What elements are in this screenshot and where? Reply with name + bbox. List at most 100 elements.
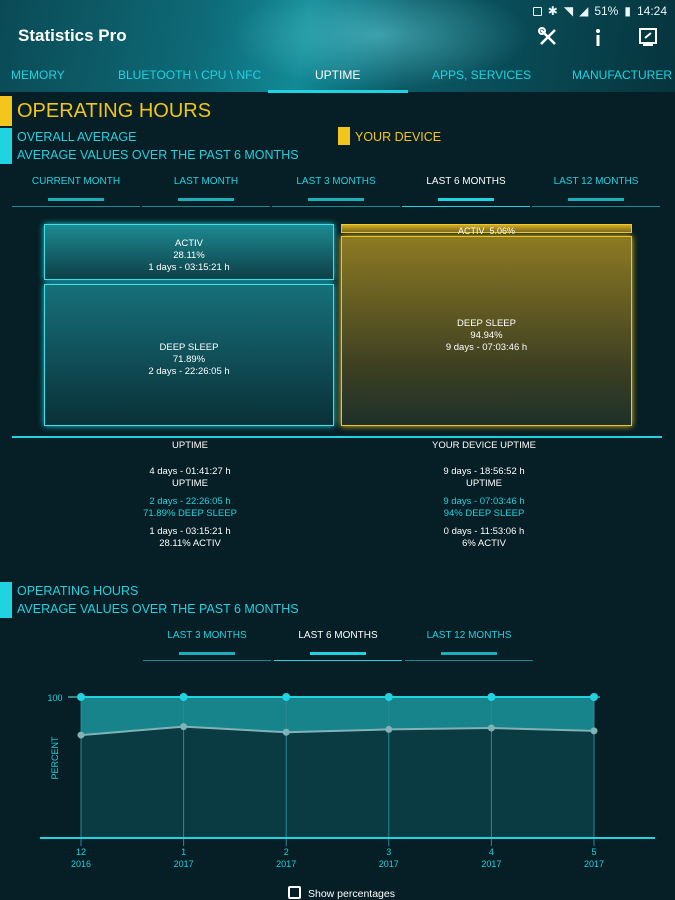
info-icon[interactable]	[587, 26, 609, 48]
tab-memory[interactable]: MEMORY	[11, 68, 65, 82]
tab-bluetooth-cpu-nfc[interactable]: BLUETOOTH \ CPU \ NFC	[118, 68, 262, 82]
series-line-lower	[80, 725, 595, 737]
range-tab-current-month[interactable]: CURRENT MONTH	[31, 176, 121, 187]
range-indicator	[178, 198, 234, 201]
clock: 14:24	[636, 4, 667, 18]
device-sleep-pct: 94.94%	[470, 330, 503, 341]
chart-range-indicator-active	[310, 652, 366, 655]
device-active-text: ACTIV 5.06%	[341, 227, 632, 236]
app-title: Statistics Pro	[18, 26, 127, 45]
title-marker	[0, 96, 12, 126]
data-point-upper	[384, 693, 393, 701]
section-subtitle: AVERAGE VALUES OVER THE PAST 6 MONTHS	[17, 148, 299, 162]
range-tab-last-6-months[interactable]: LAST 6 MONTHS	[426, 176, 506, 187]
average-sleep-label: DEEP SLEEP	[159, 342, 219, 353]
range-tab-last-3-months[interactable]: LAST 3 MONTHS	[296, 176, 376, 187]
x-tick-year: 2017	[174, 859, 194, 869]
tab-apps-services[interactable]: APPS, SERVICES	[432, 68, 532, 82]
tab-manufacturer[interactable]: MANUFACTURER	[572, 68, 673, 82]
range-tabs: CURRENT MONTH LAST MONTH LAST 3 MONTHS L…	[12, 168, 662, 208]
average-uptime-stats: UPTIME 4 days - 01:41:27 h UPTIME 2 days…	[40, 440, 340, 550]
average-uptime-heading: UPTIME	[172, 440, 208, 451]
data-point-lower	[590, 727, 598, 735]
device-sleep-block	[341, 236, 632, 426]
average-uptime-total-label: UPTIME	[172, 478, 208, 489]
nfc-icon	[532, 6, 542, 16]
x-tick-month: 3	[386, 847, 391, 857]
show-percentages-label: Show percentages	[308, 888, 395, 900]
x-tick-year: 2017	[379, 859, 399, 869]
legend-your-device: YOUR DEVICE	[355, 130, 442, 144]
device-active-label: ACTIV	[457, 226, 485, 236]
x-tick-year: 2017	[276, 859, 296, 869]
device-sleep-text: DEEP SLEEP 94.94% 9 days - 07:03:46 h	[341, 318, 632, 354]
data-point-upper	[282, 693, 291, 701]
battery-percent: 51%	[594, 4, 619, 18]
uptime-area-chart: 12 2016 1 2017 2 2017 3 2017 4 2017 5 2017 100 PERCEN…	[40, 693, 655, 869]
device-sleep-label: DEEP SLEEP	[457, 318, 516, 329]
average-sleep-time-value: 2 days - 22:26:05 h	[149, 496, 231, 507]
app-header: ✱ ◥ ◢ 51% ▮ 14:24 Statistics Pro MEMORY …	[0, 0, 675, 92]
y-tick-label: 100	[47, 693, 62, 703]
range-divider	[142, 206, 270, 207]
header-background-art	[230, 0, 530, 90]
chart-range-divider	[274, 660, 402, 661]
x-tick-year: 2017	[584, 859, 604, 869]
show-percentages-checkbox[interactable]	[288, 886, 301, 899]
data-point-upper	[77, 693, 85, 701]
x-tick-month: 5	[591, 847, 596, 857]
data-point-upper	[590, 693, 598, 701]
device-uptime-total-label: UPTIME	[466, 478, 502, 489]
data-point-upper	[179, 693, 188, 701]
device-uptime-heading: YOUR DEVICE UPTIME	[432, 440, 536, 451]
average-active-block	[44, 224, 334, 280]
range-divider	[532, 206, 660, 207]
tools-icon[interactable]	[537, 26, 559, 48]
x-tick-month: 2	[284, 847, 289, 857]
device-active-pct: 5.06%	[489, 226, 516, 236]
range-divider	[402, 206, 530, 207]
range-tab-last-month[interactable]: LAST MONTH	[173, 176, 239, 187]
x-tick-month: 4	[489, 847, 494, 857]
chart-range-last-6-months[interactable]: LAST 6 MONTHS	[298, 630, 378, 641]
chart-range-indicator	[441, 652, 497, 655]
legend-overall-average: OVERALL AVERAGE	[17, 130, 137, 144]
section2-marker	[0, 582, 12, 618]
device-sleep-time: 9 days - 07:03:46 h	[445, 342, 528, 353]
data-point-upper	[487, 693, 496, 701]
x-tick-month: 12	[76, 847, 86, 857]
legend-marker-your-device	[338, 127, 350, 145]
data-point-lower	[282, 728, 290, 736]
range-tab-last-12-months[interactable]: LAST 12 MONTHS	[553, 176, 639, 187]
chart-range-indicator	[179, 652, 235, 655]
legend-marker-average	[0, 128, 12, 164]
x-tick-month: 1	[181, 847, 186, 857]
cell-signal-icon: ◢	[579, 4, 589, 18]
data-point-lower	[487, 724, 495, 732]
chart-range-last-12-months[interactable]: LAST 12 MONTHS	[426, 630, 512, 641]
header-actions	[537, 26, 659, 48]
area-band-lower	[81, 726, 594, 838]
average-active-text: ACTIV 28.11% 1 days - 03:15:21 h	[44, 238, 334, 274]
average-sleep-text: DEEP SLEEP 71.89% 2 days - 22:26:05 h	[44, 342, 334, 378]
area-band-upper	[81, 697, 594, 736]
average-active-label: ACTIV	[175, 238, 203, 249]
average-active-pct: 28.11%	[173, 250, 205, 261]
wifi-icon: ◥	[563, 4, 574, 18]
screenshot-icon[interactable]	[637, 26, 659, 48]
chart-range-tabs: LAST 3 MONTHS LAST 6 MONTHS LAST 12 MONT…	[143, 622, 533, 662]
bluetooth-icon: ✱	[547, 4, 558, 18]
chart-range-last-3-months[interactable]: LAST 3 MONTHS	[167, 630, 247, 641]
tab-uptime[interactable]: UPTIME	[315, 68, 361, 82]
range-divider	[272, 206, 400, 207]
section-title: OPERATING HOURS	[17, 100, 212, 122]
average-active-time-value: 1 days - 03:15:21 h	[149, 526, 231, 537]
section-divider	[12, 436, 662, 438]
average-sleep-time: 2 days - 22:26:05 h	[148, 366, 230, 377]
active-tab-indicator	[268, 90, 408, 93]
range-indicator	[48, 198, 104, 201]
battery-icon: ▮	[624, 4, 631, 18]
status-bar: ✱ ◥ ◢ 51% ▮ 14:24	[532, 4, 667, 18]
average-sleep-block	[44, 284, 334, 426]
